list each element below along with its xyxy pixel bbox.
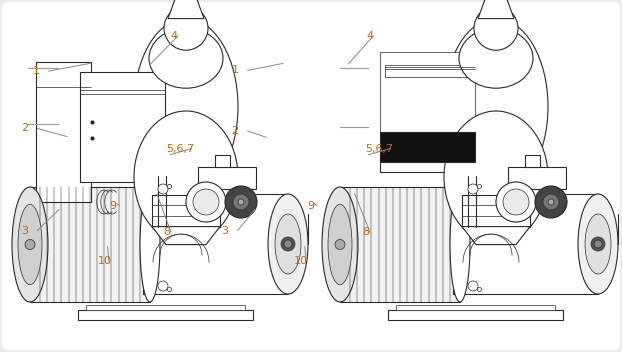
Ellipse shape bbox=[238, 199, 244, 205]
Ellipse shape bbox=[328, 204, 352, 285]
Bar bbox=[148, 182, 188, 194]
Bar bbox=[462, 195, 530, 227]
Bar bbox=[143, 194, 288, 294]
Bar bbox=[380, 154, 475, 172]
Text: 8: 8 bbox=[362, 227, 369, 237]
Ellipse shape bbox=[140, 187, 160, 302]
Text: 9: 9 bbox=[109, 201, 117, 211]
Text: 4: 4 bbox=[170, 31, 178, 41]
Text: 3: 3 bbox=[21, 226, 29, 235]
Ellipse shape bbox=[468, 281, 478, 291]
Ellipse shape bbox=[18, 204, 42, 285]
Ellipse shape bbox=[548, 199, 554, 205]
Bar bbox=[396, 305, 555, 310]
Ellipse shape bbox=[275, 214, 301, 274]
Text: 5,6,7: 5,6,7 bbox=[365, 144, 394, 153]
Bar bbox=[388, 310, 563, 320]
Ellipse shape bbox=[158, 184, 168, 194]
Text: 2: 2 bbox=[21, 124, 29, 133]
Ellipse shape bbox=[543, 194, 559, 210]
Bar bbox=[461, 176, 495, 182]
Text: 2: 2 bbox=[231, 126, 239, 136]
Ellipse shape bbox=[444, 19, 548, 195]
Bar bbox=[458, 182, 498, 194]
Bar bbox=[385, 65, 475, 77]
Bar bbox=[215, 155, 230, 167]
Ellipse shape bbox=[322, 187, 358, 302]
Ellipse shape bbox=[459, 28, 533, 88]
Ellipse shape bbox=[444, 111, 548, 243]
Bar bbox=[151, 176, 185, 182]
Text: 9: 9 bbox=[307, 201, 315, 211]
Ellipse shape bbox=[468, 184, 478, 194]
Text: 5,6,7: 5,6,7 bbox=[166, 144, 195, 153]
Ellipse shape bbox=[450, 187, 470, 302]
Ellipse shape bbox=[268, 194, 308, 294]
Ellipse shape bbox=[164, 6, 208, 50]
Text: 4: 4 bbox=[366, 31, 374, 41]
Ellipse shape bbox=[225, 186, 257, 218]
Ellipse shape bbox=[281, 237, 295, 251]
Ellipse shape bbox=[12, 187, 48, 302]
Bar bbox=[86, 305, 245, 310]
Ellipse shape bbox=[158, 281, 168, 291]
Bar bbox=[198, 167, 256, 189]
Text: 1: 1 bbox=[231, 65, 239, 75]
Ellipse shape bbox=[578, 194, 618, 294]
Ellipse shape bbox=[233, 194, 249, 210]
Bar bbox=[459, 58, 533, 177]
Ellipse shape bbox=[474, 6, 518, 50]
Text: 1: 1 bbox=[32, 66, 40, 76]
Text: 8: 8 bbox=[163, 227, 170, 237]
Bar bbox=[453, 194, 598, 294]
Polygon shape bbox=[168, 0, 204, 19]
Ellipse shape bbox=[134, 111, 238, 243]
Ellipse shape bbox=[25, 239, 35, 250]
Polygon shape bbox=[478, 0, 514, 19]
Bar bbox=[78, 310, 253, 320]
Polygon shape bbox=[462, 227, 530, 245]
Ellipse shape bbox=[585, 214, 611, 274]
Ellipse shape bbox=[535, 186, 567, 218]
Bar bbox=[152, 195, 220, 227]
Bar bbox=[36, 62, 91, 202]
Text: 10: 10 bbox=[294, 256, 308, 266]
Bar bbox=[80, 72, 165, 182]
Bar bbox=[149, 58, 223, 177]
Bar bbox=[340, 187, 460, 302]
Ellipse shape bbox=[594, 240, 602, 248]
Ellipse shape bbox=[134, 19, 238, 195]
Bar bbox=[30, 187, 150, 302]
Bar bbox=[380, 52, 475, 132]
Ellipse shape bbox=[149, 28, 223, 88]
Bar bbox=[380, 132, 475, 162]
Ellipse shape bbox=[284, 240, 292, 248]
Ellipse shape bbox=[503, 189, 529, 215]
Polygon shape bbox=[152, 227, 220, 245]
Bar bbox=[508, 167, 566, 189]
Ellipse shape bbox=[496, 182, 536, 222]
Text: 3: 3 bbox=[221, 226, 229, 235]
Bar bbox=[525, 155, 540, 167]
Ellipse shape bbox=[186, 182, 226, 222]
Ellipse shape bbox=[591, 237, 605, 251]
Text: 10: 10 bbox=[98, 256, 111, 266]
Ellipse shape bbox=[193, 189, 219, 215]
Ellipse shape bbox=[335, 239, 345, 250]
